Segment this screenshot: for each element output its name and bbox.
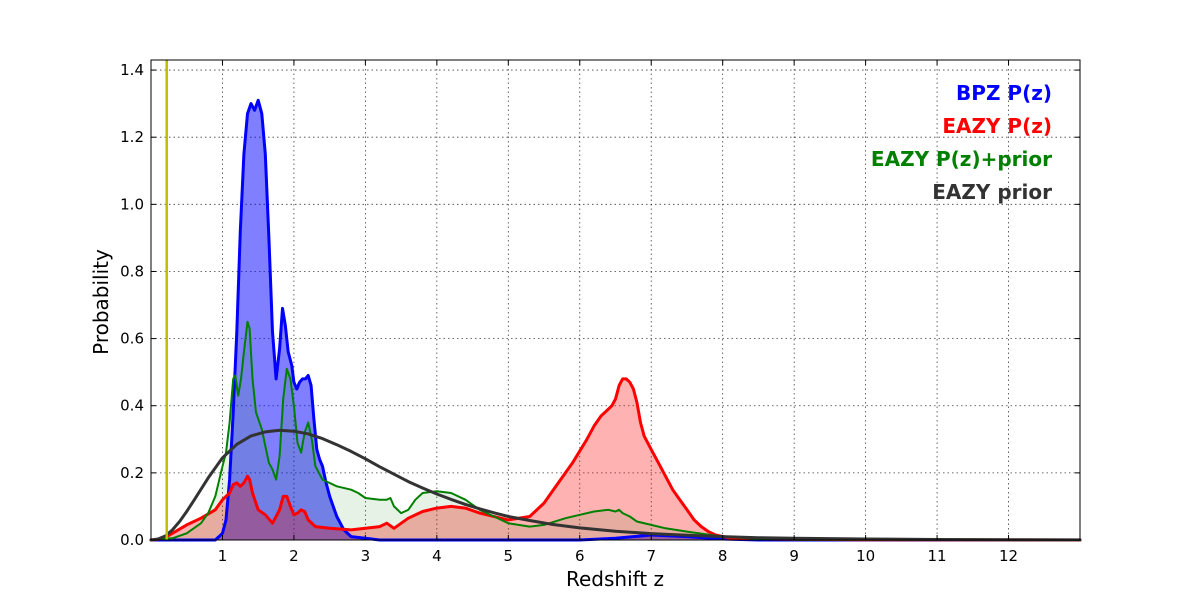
x-axis-label: Redshift z [566, 567, 664, 591]
eazy-prior-line [149, 428, 1082, 542]
x-tick-label: 10 [856, 547, 875, 565]
x-tick-label: 11 [928, 547, 947, 565]
x-tick-label: 2 [289, 547, 299, 565]
x-tick-label: 8 [718, 547, 728, 565]
y-tick-label: 0.4 [120, 397, 144, 415]
eazy-p-z-fill [151, 378, 1080, 540]
y-tick-label: 0.8 [120, 262, 144, 280]
y-tick-labels: 0.0 0.2 0.4 0.6 0.8 1.0 1.2 1.4 [120, 61, 144, 549]
x-tick-label: 6 [575, 547, 585, 565]
bpz-p-z-fill [151, 100, 1080, 541]
plot-frame [150, 59, 1081, 541]
x-tick-label: 7 [646, 547, 656, 565]
y-tick-label: 1.4 [120, 61, 144, 79]
x-tick-label: 12 [999, 547, 1018, 565]
y-tick-label: 0.2 [120, 464, 144, 482]
x-tick-label: 4 [432, 547, 442, 565]
x-tick-label: 9 [789, 547, 799, 565]
legend: BPZ P(z) EAZY P(z) EAZY P(z)+prior EAZY pri… [871, 81, 1052, 204]
series-lines [149, 60, 1082, 542]
eazy-p-z-prior-fill [151, 321, 1080, 540]
axis-ticks [151, 60, 1080, 541]
grid-lines [151, 60, 1080, 540]
legend-entry-bpz-p-z: BPZ P(z) [956, 81, 1052, 105]
eazy-p-z-prior-line [150, 320, 1081, 541]
y-tick-label: 0.0 [120, 531, 144, 549]
y-tick-label: 1.0 [120, 195, 144, 213]
legend-entry-eazy-p-z-prior: EAZY P(z)+prior [871, 147, 1052, 171]
y-axis-label: Probability [89, 249, 113, 355]
x-tick-label: 1 [218, 547, 228, 565]
legend-entry-eazy-prior: EAZY prior [932, 180, 1052, 204]
x-tick-label: 5 [504, 547, 514, 565]
series-fills [151, 100, 1080, 541]
legend-entry-eazy-p-z: EAZY P(z) [942, 114, 1052, 138]
y-tick-label: 1.2 [120, 128, 144, 146]
y-tick-label: 0.6 [120, 330, 144, 348]
x-tick-label: 3 [361, 547, 371, 565]
eazy-p-z-line [149, 377, 1082, 542]
x-tick-labels: 1 2 3 4 5 6 7 8 9 10 11 12 [218, 547, 1018, 565]
